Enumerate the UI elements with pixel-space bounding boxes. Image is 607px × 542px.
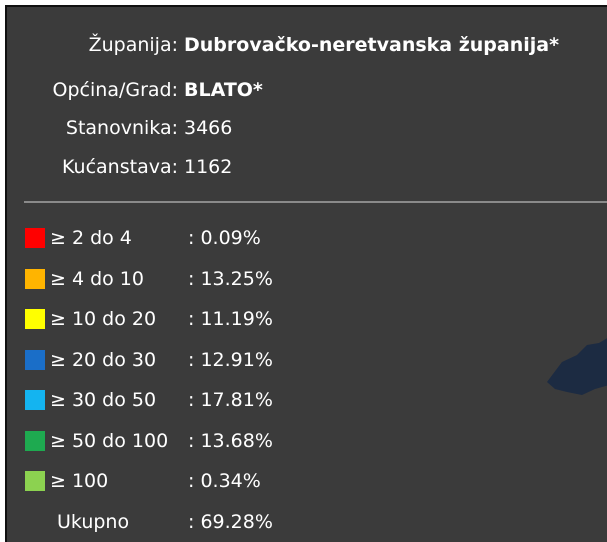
info-row: Kućanstava: 1162 <box>7 154 232 180</box>
info-value: BLATO* <box>184 79 263 101</box>
map-background <box>547 338 607 395</box>
info-label: Županija: <box>88 34 178 56</box>
legend-range: ≥ 30 do 50 <box>50 389 157 411</box>
info-label: Općina/Grad: <box>52 79 178 101</box>
legend-swatch <box>25 309 45 329</box>
legend-range: ≥ 10 do 20 <box>50 308 157 330</box>
legend-swatch <box>25 228 45 248</box>
legend-range: ≥ 100 <box>50 470 109 492</box>
info-row: Općina/Grad: BLATO* <box>7 77 263 103</box>
island <box>547 338 607 395</box>
info-row: Županija: Dubrovačko-neretvanska županija… <box>7 32 559 58</box>
legend-range: ≥ 50 do 100 <box>50 429 169 452</box>
legend-value: : 13.25% <box>188 267 273 290</box>
legend-value: : 11.19% <box>188 308 273 330</box>
legend-value: : 12.91% <box>188 348 273 371</box>
legend-swatch <box>25 268 45 289</box>
legend-swatch <box>25 390 45 410</box>
info-panel: Županija: Dubrovačko-neretvanska županija… <box>5 5 607 542</box>
legend-value: : 17.81% <box>188 389 273 411</box>
legend-range: ≥ 4 do 10 <box>50 267 144 290</box>
legend-swatch <box>25 471 45 491</box>
info-value: 3466 <box>184 117 233 139</box>
legend-range: ≥ 20 do 30 <box>50 348 157 371</box>
info-row: Stanovnika: 3466 <box>7 115 232 141</box>
legend-range: ≥ 2 do 4 <box>50 227 132 249</box>
legend-value: : 0.09% <box>188 227 261 249</box>
total-label: Ukupno <box>57 510 130 533</box>
legend-value: : 0.34% <box>188 470 261 492</box>
total-value: : 69.28% <box>188 510 273 533</box>
info-label: Stanovnika: <box>65 117 178 139</box>
info-label: Kućanstava: <box>62 156 178 178</box>
legend-swatch <box>25 430 45 451</box>
legend-swatch <box>25 349 45 370</box>
legend-value: : 13.68% <box>188 429 273 452</box>
info-value: Dubrovačko-neretvanska županija* <box>184 34 560 56</box>
info-value: 1162 <box>184 156 233 178</box>
separator <box>24 201 607 203</box>
